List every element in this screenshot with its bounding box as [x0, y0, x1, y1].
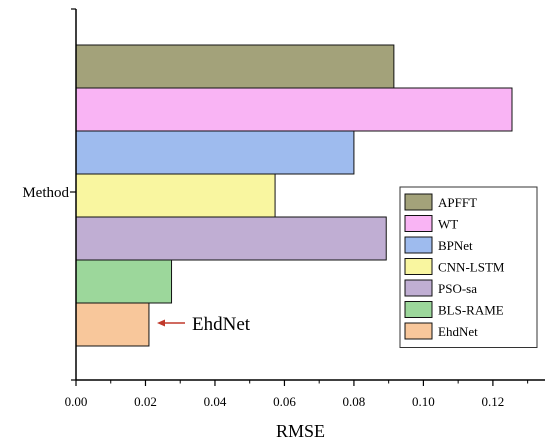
bar-bpnet: [75, 130, 355, 175]
legend-swatch-bpnet: [404, 236, 433, 254]
bar-ehdnet: [75, 302, 150, 347]
bar-bls-rame: [75, 259, 173, 304]
x-tick-label: 0.06: [273, 394, 296, 409]
bar-cnn-lstm: [75, 173, 276, 218]
annotation-group: EhdNet: [157, 314, 251, 335]
legend-label-cnn-lstm: CNN-LSTM: [438, 260, 505, 275]
legend-swatch-bls-rame: [404, 301, 433, 318]
legend: APFFT WT BPNet CNN-LSTM PSO-sa BLS-RAME EhdNet: [399, 186, 538, 348]
legend-label-apfft: APFFT: [438, 195, 477, 210]
x-tick-label: 0.10: [412, 394, 435, 409]
x-tick-label: 0.12: [482, 394, 505, 409]
bar-wt: [75, 87, 513, 132]
legend-swatch-pso-sa: [404, 279, 433, 297]
legend-swatch-ehdnet: [404, 322, 433, 340]
category-axis-label: Method: [22, 185, 69, 201]
x-tick-label: 0.08: [343, 394, 366, 409]
x-axis-title: RMSE: [276, 421, 325, 441]
x-tick-label: 0.04: [204, 394, 227, 409]
legend-label-wt: WT: [438, 217, 458, 232]
legend-label-bpnet: BPNet: [438, 238, 473, 253]
bar-apfft: [75, 44, 395, 89]
bar-pso-sa: [75, 216, 387, 261]
annotation-arrow-head: [157, 319, 165, 327]
legend-swatch-cnn-lstm: [404, 258, 433, 275]
legend-label-ehdnet: EhdNet: [438, 324, 478, 339]
x-tick-label: 0.02: [134, 394, 157, 409]
x-tick-label: 0.00: [65, 394, 88, 409]
annotation-label: EhdNet: [192, 314, 251, 335]
bars-group: [75, 44, 513, 347]
legend-swatch-apfft: [404, 193, 433, 211]
axes-group: 0.00 0.02 0.04 0.06 0.08 0.10 0.12: [65, 8, 545, 409]
legend-swatch-wt: [404, 215, 433, 232]
legend-label-pso-sa: PSO-sa: [438, 281, 477, 296]
legend-label-bls-rame: BLS-RAME: [438, 303, 504, 318]
